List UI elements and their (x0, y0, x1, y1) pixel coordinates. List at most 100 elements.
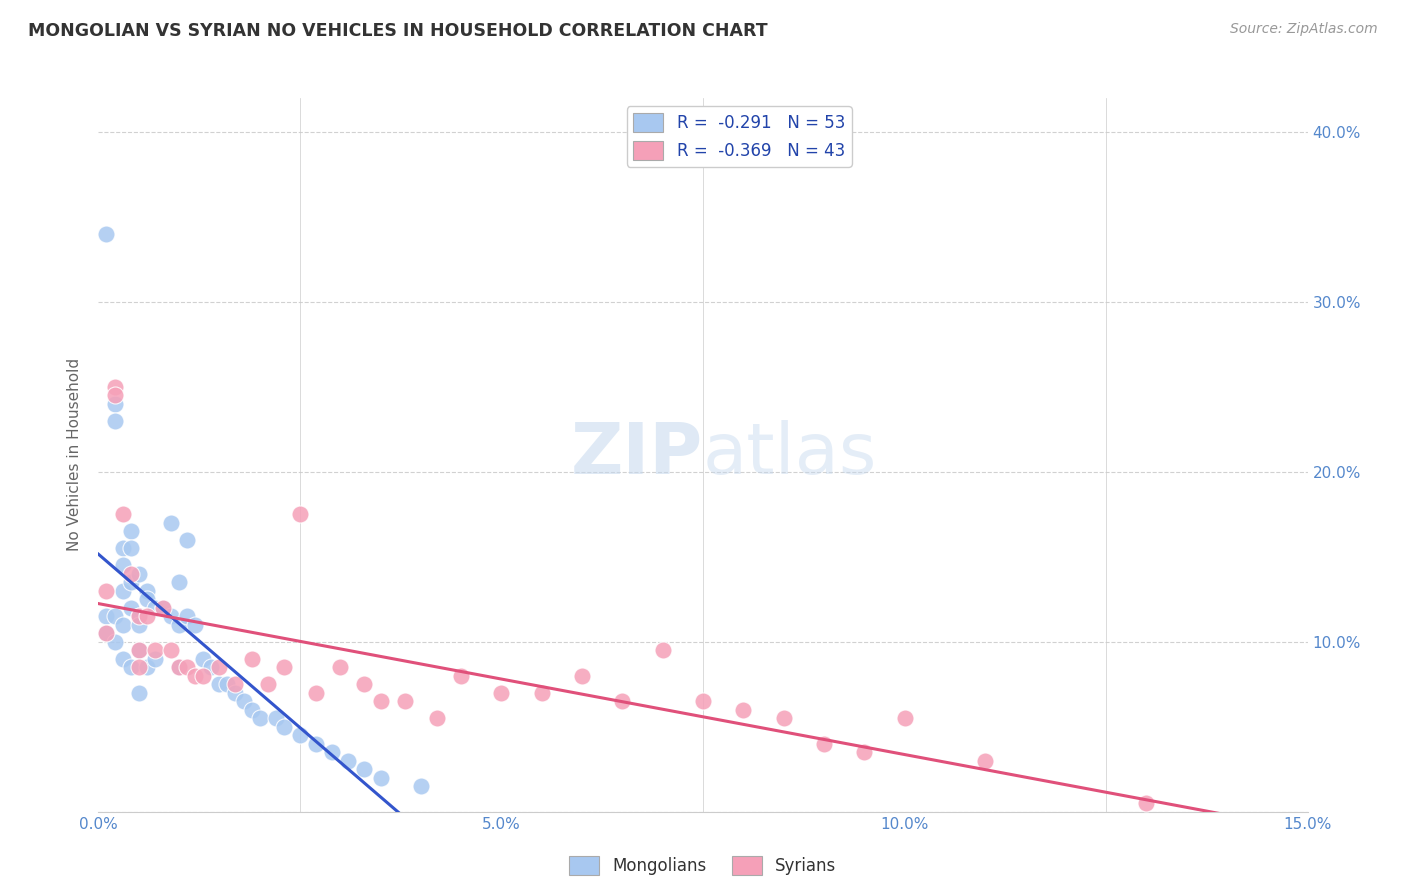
Point (135, 660, 157, 674)
Legend: Mongolians, Syrians: Mongolians, Syrians (562, 849, 844, 882)
Point (128, 617, 150, 632)
Point (120, 600, 142, 615)
Point (530, 686, 553, 700)
Point (184, 669, 207, 683)
Point (612, 694, 634, 708)
Point (103, 635, 125, 649)
Point (224, 686, 246, 700)
Point (160, 643, 183, 657)
Point (120, 566, 142, 581)
Point (152, 600, 174, 615)
Point (128, 609, 150, 624)
Point (273, 660, 295, 674)
Point (337, 754, 360, 768)
Point (135, 592, 157, 607)
Point (167, 575, 190, 590)
Point (160, 516, 183, 530)
Point (128, 566, 150, 581)
Point (176, 533, 198, 547)
Point (103, 397, 125, 411)
Y-axis label: No Vehicles in Household: No Vehicles in Household (67, 359, 83, 551)
Point (193, 669, 215, 683)
Point (370, 694, 392, 708)
Point (167, 660, 190, 674)
Text: Source: ZipAtlas.com: Source: ZipAtlas.com (1230, 22, 1378, 37)
Point (96, 626, 118, 640)
Point (152, 600, 174, 615)
Point (96, 609, 118, 624)
Point (426, 711, 449, 725)
Point (264, 711, 287, 725)
Point (120, 575, 142, 590)
Point (128, 686, 150, 700)
Point (184, 617, 207, 632)
Point (249, 711, 271, 725)
Point (571, 669, 593, 683)
Point (256, 677, 278, 691)
Point (160, 609, 183, 624)
Point (305, 686, 328, 700)
Point (450, 669, 472, 683)
Point (111, 652, 134, 666)
Point (409, 779, 432, 793)
Point (135, 583, 157, 598)
Point (692, 694, 714, 708)
Point (893, 711, 915, 725)
Point (128, 643, 150, 657)
Point (96, 626, 118, 640)
Text: ZIP: ZIP (571, 420, 703, 490)
Point (103, 388, 125, 402)
Point (394, 694, 416, 708)
Point (143, 643, 166, 657)
Point (167, 660, 190, 674)
Point (232, 694, 254, 708)
Point (111, 617, 134, 632)
Point (353, 677, 375, 691)
Point (135, 609, 157, 624)
Point (111, 508, 134, 522)
Point (813, 737, 835, 751)
Point (240, 703, 263, 717)
Point (321, 745, 343, 759)
Point (143, 600, 166, 615)
Point (176, 609, 198, 624)
Point (305, 737, 328, 751)
Point (111, 583, 134, 598)
Point (200, 660, 222, 674)
Point (353, 762, 375, 776)
Point (167, 617, 190, 632)
Point (208, 660, 231, 674)
Point (120, 660, 142, 674)
Point (370, 771, 392, 785)
Point (120, 524, 142, 539)
Point (329, 660, 352, 674)
Point (103, 380, 125, 394)
Point (96, 583, 118, 598)
Point (772, 711, 794, 725)
Point (974, 754, 997, 768)
Point (128, 609, 150, 624)
Point (217, 677, 239, 691)
Point (120, 541, 142, 556)
Point (176, 660, 198, 674)
Point (651, 643, 673, 657)
Point (288, 508, 311, 522)
Point (208, 677, 231, 691)
Point (128, 643, 150, 657)
Point (193, 652, 215, 666)
Point (103, 414, 125, 428)
Point (111, 541, 134, 556)
Point (491, 686, 513, 700)
Point (273, 720, 295, 734)
Text: atlas: atlas (703, 420, 877, 490)
Point (96, 227, 118, 241)
Text: MONGOLIAN VS SYRIAN NO VEHICLES IN HOUSEHOLD CORRELATION CHART: MONGOLIAN VS SYRIAN NO VEHICLES IN HOUSE… (28, 22, 768, 40)
Point (103, 609, 125, 624)
Point (1135, 796, 1157, 810)
Point (111, 558, 134, 573)
Point (288, 728, 311, 742)
Point (240, 652, 263, 666)
Point (853, 745, 876, 759)
Point (224, 677, 246, 691)
Point (733, 703, 755, 717)
